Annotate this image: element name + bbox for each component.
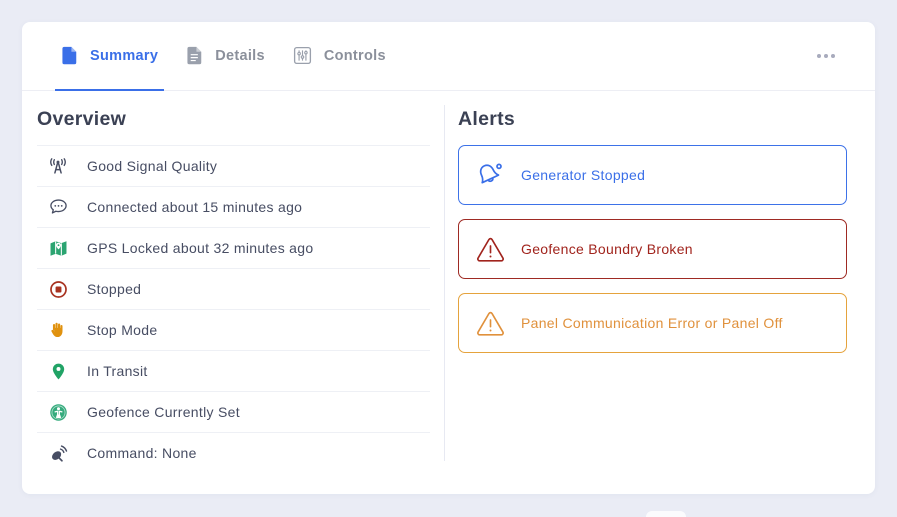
satellite-icon bbox=[51, 444, 67, 462]
overview-item-label: Connected about 15 minutes ago bbox=[87, 199, 303, 215]
tab-details-label: Details bbox=[215, 47, 265, 64]
column-divider bbox=[444, 105, 445, 461]
tab-bar: Summary Details Controls bbox=[22, 22, 875, 91]
overview-row: Good Signal Quality bbox=[37, 146, 430, 187]
overview-item-label: GPS Locked about 32 minutes ago bbox=[87, 240, 314, 256]
overview-title: Overview bbox=[37, 91, 430, 146]
overview-row-icon bbox=[47, 197, 69, 217]
gps-map-icon bbox=[50, 240, 66, 256]
overview-row: Command: None bbox=[37, 433, 430, 473]
device-panel-card: Summary Details Controls Overview Good S… bbox=[22, 22, 875, 494]
alert-card-label: Panel Communication Error or Panel Off bbox=[521, 315, 783, 331]
alerts-list: Generator Stopped Geofence Boundry Broke… bbox=[458, 145, 847, 353]
overview-item-label: Command: None bbox=[87, 445, 197, 461]
overview-row-icon bbox=[47, 320, 69, 340]
alerts-section: Alerts Generator Stopped Geofence Boundr… bbox=[458, 91, 847, 494]
overview-row: Stop Mode bbox=[37, 310, 430, 351]
overview-row-icon bbox=[47, 238, 69, 258]
overview-item-label: Stopped bbox=[87, 281, 142, 297]
alert-card[interactable]: Geofence Boundry Broken bbox=[458, 219, 847, 279]
overview-row: In Transit bbox=[37, 351, 430, 392]
tab-summary-label: Summary bbox=[90, 47, 159, 64]
overview-item-label: Good Signal Quality bbox=[87, 158, 218, 174]
overview-row-icon bbox=[47, 156, 69, 176]
hand-icon bbox=[51, 322, 63, 338]
document-icon bbox=[62, 46, 77, 65]
panel-body: Overview Good Signal Quality Connected a… bbox=[22, 91, 875, 494]
overview-item-label: Geofence Currently Set bbox=[87, 404, 240, 420]
tab-controls[interactable]: Controls bbox=[287, 22, 392, 91]
location-pin-icon bbox=[52, 363, 64, 379]
overview-item-label: In Transit bbox=[87, 363, 148, 379]
overview-row: Stopped bbox=[37, 269, 430, 310]
overview-row: Connected about 15 minutes ago bbox=[37, 187, 430, 228]
tab-controls-label: Controls bbox=[323, 47, 386, 64]
geofence-icon bbox=[49, 403, 67, 421]
document-lines-icon bbox=[186, 46, 203, 65]
alert-card-icon bbox=[473, 309, 507, 337]
alerts-title: Alerts bbox=[458, 108, 516, 130]
overview-row: GPS Locked about 32 minutes ago bbox=[37, 228, 430, 269]
overview-item-label: Stop Mode bbox=[87, 322, 158, 338]
overview-row-icon bbox=[47, 402, 69, 422]
overview-row-icon bbox=[47, 361, 69, 381]
tab-details[interactable]: Details bbox=[180, 22, 271, 91]
more-options-button[interactable] bbox=[815, 48, 837, 64]
alert-card-icon bbox=[473, 159, 507, 191]
document-lines-icon bbox=[187, 46, 202, 65]
alert-card-label: Geofence Boundry Broken bbox=[521, 241, 693, 257]
overview-row: Geofence Currently Set bbox=[37, 392, 430, 433]
alert-card[interactable]: Generator Stopped bbox=[458, 145, 847, 205]
overview-section: Overview Good Signal Quality Connected a… bbox=[37, 91, 430, 494]
alert-card[interactable]: Panel Communication Error or Panel Off bbox=[458, 293, 847, 353]
overview-row-icon bbox=[47, 443, 69, 463]
sliders-icon bbox=[293, 46, 312, 65]
document-icon bbox=[61, 46, 78, 65]
tab-summary[interactable]: Summary bbox=[55, 22, 165, 91]
next-card-peek bbox=[646, 511, 686, 517]
overview-list: Good Signal Quality Connected about 15 m… bbox=[37, 146, 430, 473]
sliders-icon bbox=[293, 46, 311, 65]
warning-icon bbox=[476, 237, 504, 262]
overview-row-icon bbox=[47, 279, 69, 299]
signal-icon bbox=[50, 157, 66, 174]
alert-card-icon bbox=[473, 235, 507, 263]
alert-card-label: Generator Stopped bbox=[521, 167, 646, 183]
stop-icon bbox=[49, 280, 67, 298]
chat-icon bbox=[49, 199, 67, 214]
bell-slash-icon bbox=[479, 163, 502, 184]
warning-icon bbox=[476, 311, 504, 336]
